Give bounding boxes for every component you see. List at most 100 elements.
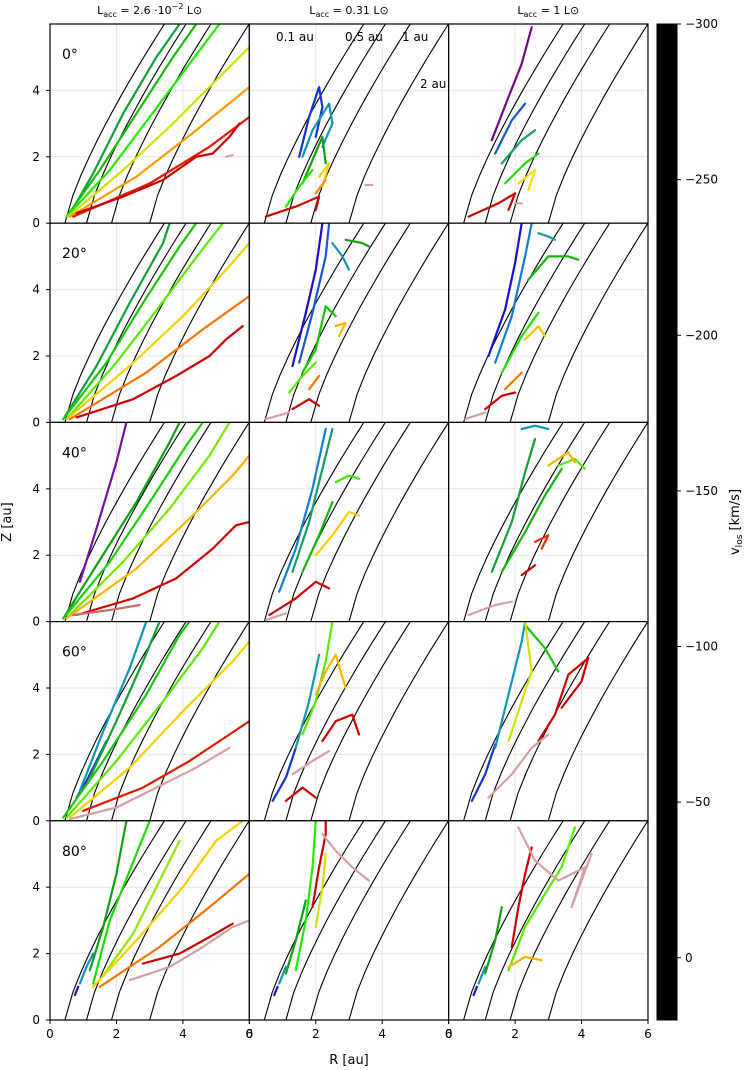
panel-r4-c0: 80° 0 2 4 0 2 4 6 <box>32 820 253 1041</box>
radius-contours <box>64 223 250 423</box>
colorbar: −300 −250 −200 −150 −100 −50 0 vlos [km/s] <box>656 17 745 1021</box>
series-line-0 <box>470 743 497 802</box>
contour-2-au <box>149 621 250 821</box>
contour-0_1-au <box>64 422 166 622</box>
y-tick-label: 0 <box>32 615 40 629</box>
series-line-1 <box>494 621 527 749</box>
panel-r4-c1: 0 2 4 6 <box>246 820 452 1041</box>
contour-1-au <box>509 621 611 821</box>
series-line-3 <box>294 820 317 972</box>
colorbar-tick-label: −50 <box>685 795 710 809</box>
series-line-1 <box>494 223 533 364</box>
velocity-lines <box>467 26 540 218</box>
series-line-3 <box>507 826 576 972</box>
contour-1-au <box>310 24 411 224</box>
colorbar-label: vlos [km/s] <box>728 489 745 555</box>
y-tick-label: 2 <box>32 548 40 562</box>
panel-grid-lines <box>249 621 449 821</box>
contour-2-au <box>149 422 250 622</box>
contour-labels: 0.1 au 0.5 au 1 au 2 au <box>276 30 446 91</box>
series-line-6 <box>504 371 523 391</box>
colorbar-tick-label: −150 <box>685 484 718 498</box>
x-tick-label: 4 <box>578 1027 586 1041</box>
title-prefix: L <box>97 4 104 17</box>
series-line-7 <box>484 391 517 411</box>
title-unit: L⊙ <box>370 4 389 17</box>
series-line-0 <box>520 424 550 431</box>
series-line-3 <box>527 255 580 281</box>
series-line-6 <box>264 612 287 621</box>
series-line-7 <box>225 154 234 158</box>
y-axis-label: Z [au] <box>0 502 15 541</box>
velocity-lines <box>271 621 361 802</box>
velocity-lines <box>65 24 250 218</box>
axis-labels: R [au] Z [au] <box>0 502 369 1068</box>
title-unit: L⊙ <box>183 4 202 17</box>
contour-2-au <box>348 621 449 821</box>
row-label-2: 40° <box>62 445 87 461</box>
y-tick-label: 2 <box>32 947 40 961</box>
contour-0_1-au <box>64 223 166 423</box>
column-title-1: Lacc = 0.31 L⊙ <box>309 4 388 19</box>
contour-2-au <box>547 223 648 423</box>
contour-2-au <box>547 820 648 1020</box>
contour-0_1-au <box>463 621 564 821</box>
series-line-4 <box>314 852 327 929</box>
series-line-2 <box>524 623 560 673</box>
contour-1-au <box>509 24 611 224</box>
radius-contours <box>263 24 449 224</box>
series-line-3 <box>67 46 250 218</box>
contour-1-au <box>110 621 212 821</box>
series-line-1 <box>78 952 95 985</box>
series-line-0 <box>487 223 523 358</box>
series-line-5 <box>311 820 327 909</box>
column-title-0: Lacc = 2.6 ·10−2 L⊙ <box>97 2 202 19</box>
series-line-4 <box>507 955 543 968</box>
contour-0_5-au <box>484 24 586 224</box>
series-line-1 <box>78 621 148 792</box>
contour-0_5-au <box>484 621 586 821</box>
series-line-3 <box>92 820 151 985</box>
series-line-0 <box>278 427 327 593</box>
x-tick-label: 4 <box>378 1027 386 1041</box>
series-line-3 <box>314 653 347 696</box>
panel-grid-lines <box>448 24 648 224</box>
contour-0_1-au <box>263 24 365 224</box>
series-line-2 <box>484 906 503 975</box>
panel-frame <box>448 820 649 1021</box>
contour-0_1-au <box>463 223 564 423</box>
series-line-5 <box>68 640 250 819</box>
velocity-lines <box>62 223 250 421</box>
series-line-4 <box>537 657 590 743</box>
series-line-1 <box>494 102 527 155</box>
panel-r3-c0: 60° 0 2 4 <box>32 620 250 828</box>
contour-1-au <box>110 820 212 1020</box>
contour-0_1-au <box>463 24 564 224</box>
series-line-4 <box>314 510 361 557</box>
velocity-lines <box>73 820 250 997</box>
series-line-2 <box>331 242 351 271</box>
series-line-5 <box>487 733 550 799</box>
panel-background <box>448 621 648 821</box>
series-line-2 <box>65 24 221 218</box>
panel-r0-c1 <box>248 23 450 224</box>
contour-2-au <box>348 24 449 224</box>
series-line-4 <box>321 713 361 743</box>
series-line-3 <box>334 474 361 484</box>
series-line-5 <box>268 580 331 617</box>
series-line-2 <box>301 501 334 573</box>
series-line-3 <box>557 457 586 470</box>
panel-background <box>249 223 449 423</box>
series-line-0 <box>291 223 324 368</box>
contour-0_1-au <box>64 24 166 224</box>
series-line-2 <box>62 422 204 620</box>
velocity-lines <box>264 86 374 218</box>
contour-1-au <box>310 223 411 423</box>
panel-r1-c2 <box>448 222 649 423</box>
y-tick-label: 0 <box>32 1013 40 1027</box>
colorbar-label-unit: [km/s] <box>728 489 743 535</box>
radius-contours <box>263 621 449 821</box>
y-tick-label: 4 <box>32 83 40 97</box>
series-line-3 <box>62 621 191 819</box>
